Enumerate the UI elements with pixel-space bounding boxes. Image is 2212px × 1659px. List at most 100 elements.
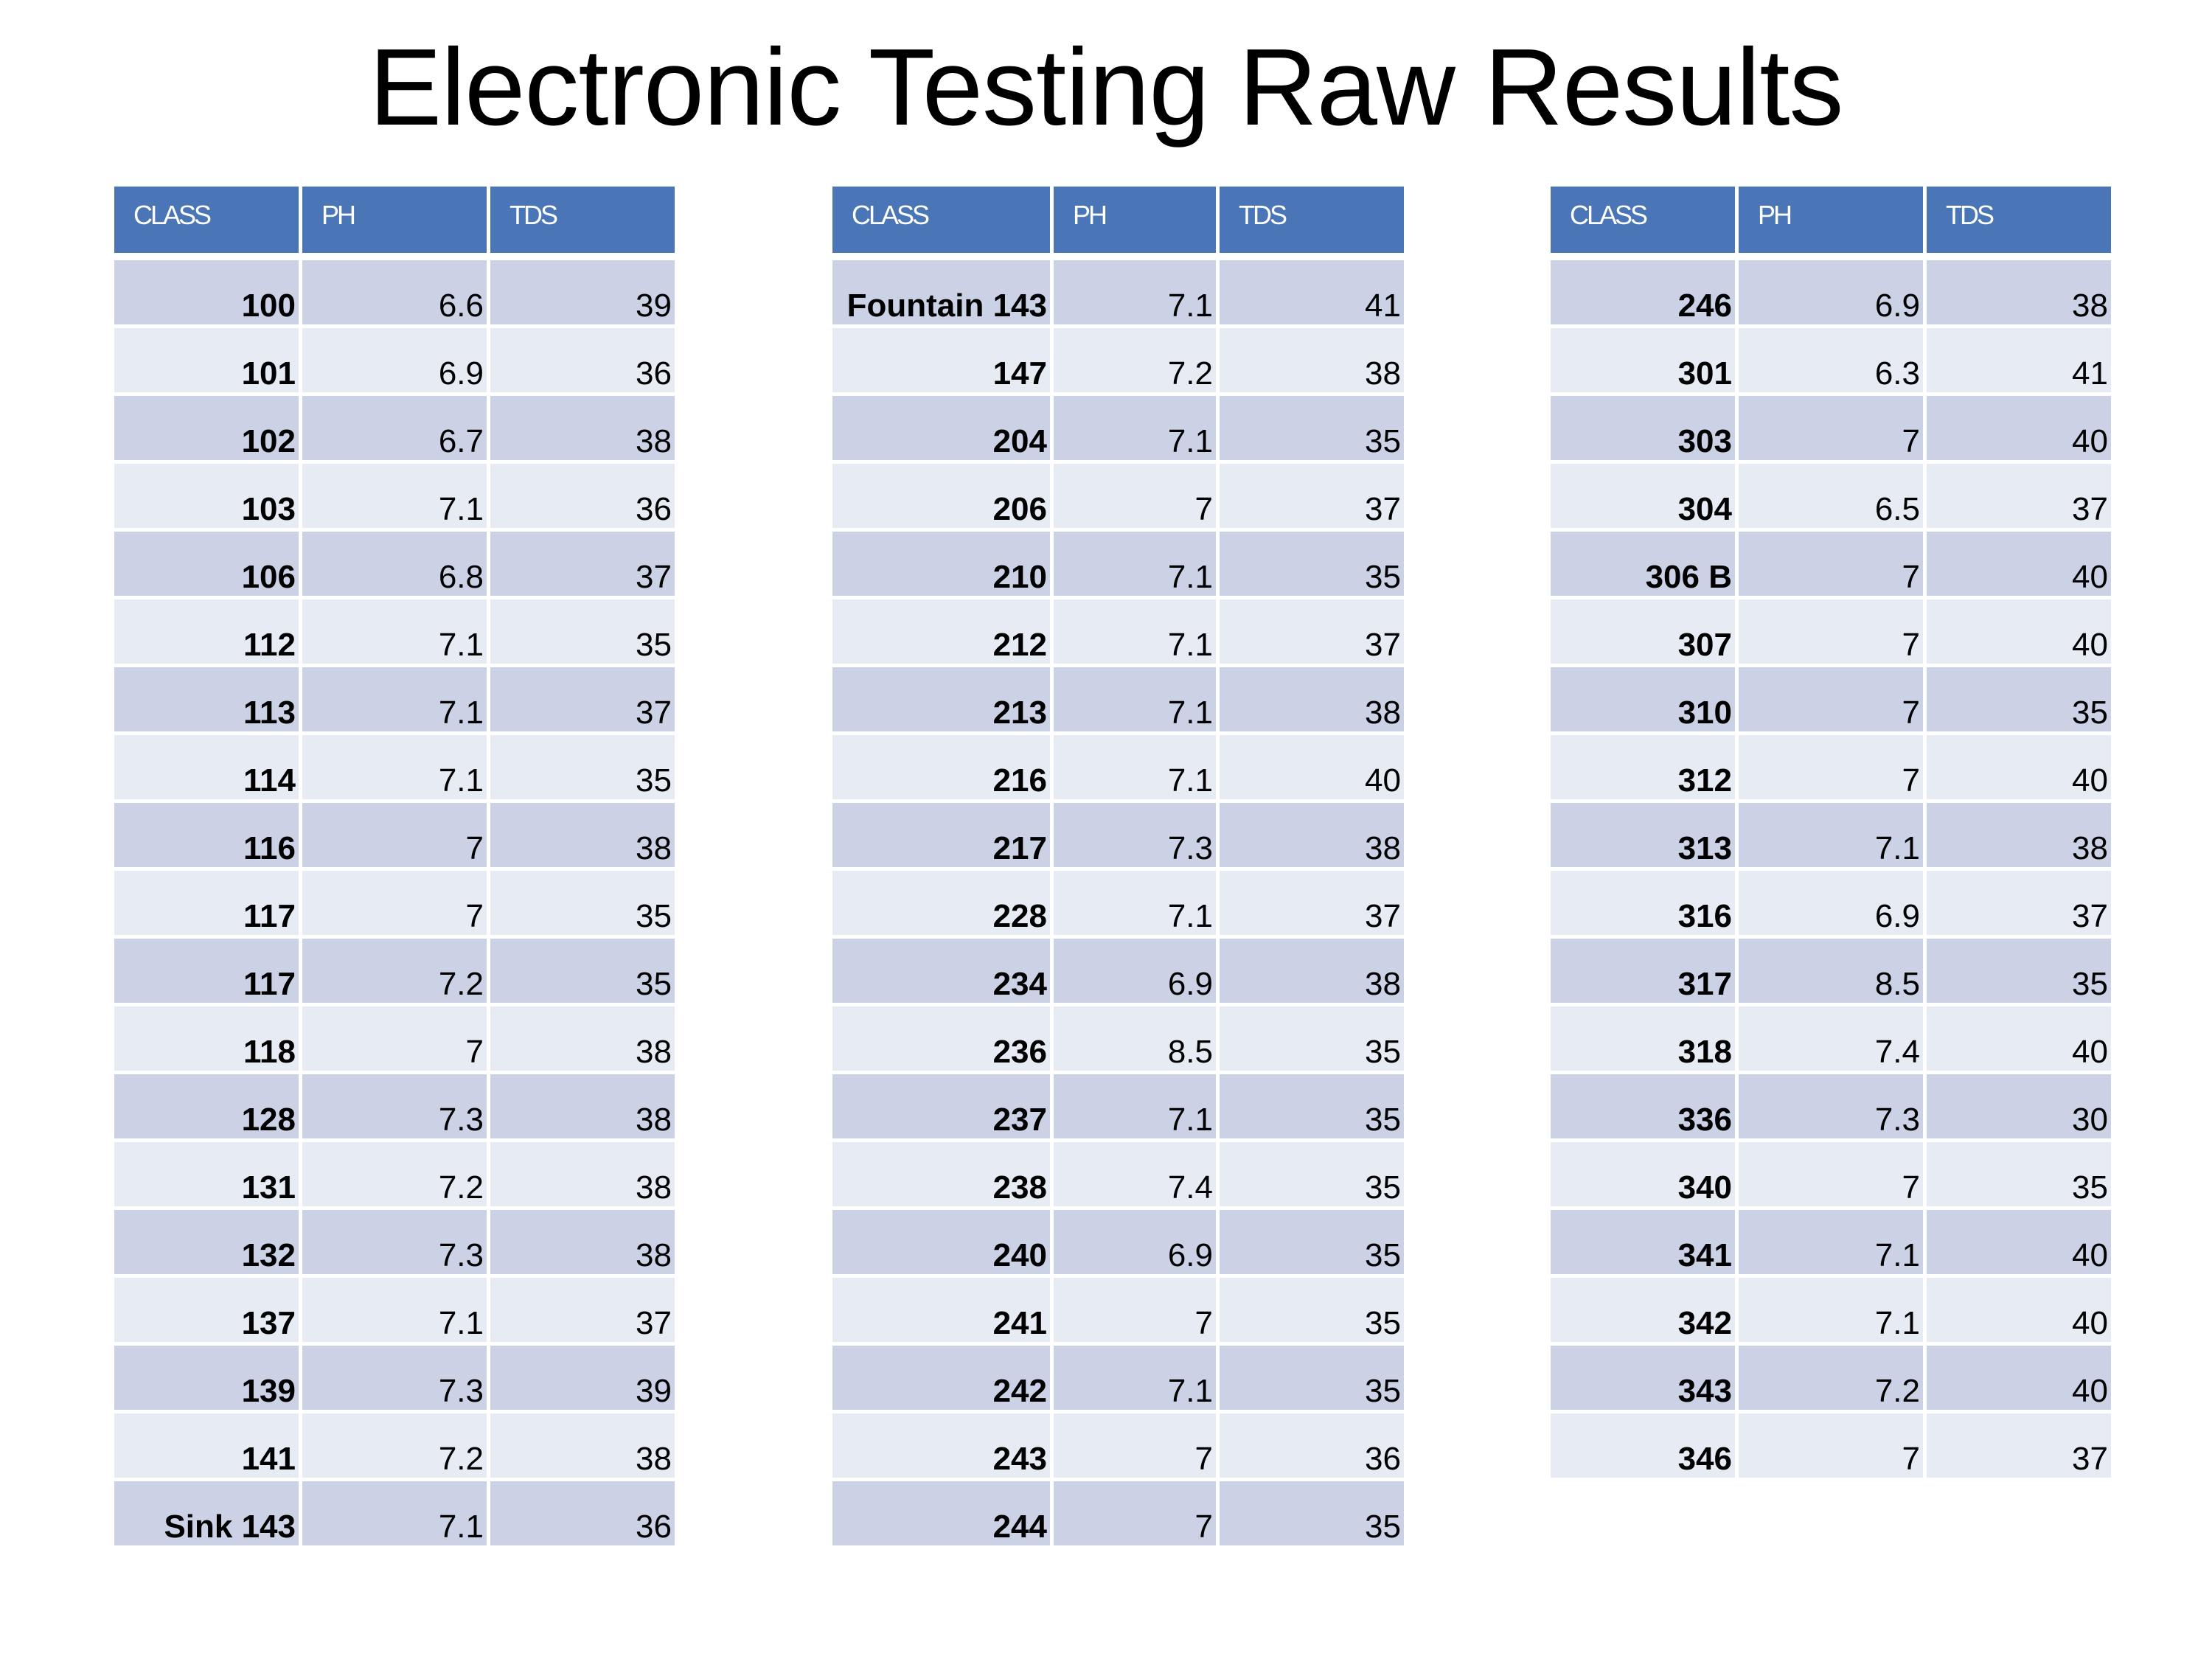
cell-ph: 7.1	[302, 599, 487, 667]
cell-ph: 7.1	[1054, 260, 1216, 328]
cell-ph: 8.5	[1739, 939, 1923, 1006]
table-row: 131 7.2 38	[114, 1142, 675, 1210]
cell-ph: 7	[1739, 1413, 1923, 1481]
cell-ph: 7.1	[302, 1278, 487, 1346]
cell-ph: 7.4	[1054, 1142, 1216, 1210]
cell-tds: 40	[1927, 735, 2111, 803]
cell-tds: 36	[490, 328, 675, 396]
cell-ph: 6.5	[1739, 464, 1923, 532]
cell-tds: 40	[1927, 1278, 2111, 1346]
cell-ph: 7.1	[1054, 532, 1216, 599]
cell-tds: 40	[1927, 599, 2111, 667]
cell-class: 237	[832, 1074, 1050, 1142]
header-spacer	[114, 253, 675, 260]
cell-class: 228	[832, 871, 1050, 939]
table-row: 206 7 37	[832, 464, 1404, 532]
cell-class: 304	[1551, 464, 1735, 532]
cell-ph: 7	[1054, 1278, 1216, 1346]
cell-class: 301	[1551, 328, 1735, 396]
header-row: CLASS PH TDS	[832, 187, 1404, 253]
table-row: 346 7 37	[1551, 1413, 2111, 1481]
results-table-2: CLASS PH TDS Fountain 143 7.1 41 147 7.2 38 20…	[829, 187, 1408, 1549]
cell-class: 102	[114, 396, 299, 464]
cell-tds: 40	[1927, 1006, 2111, 1074]
table-row: 106 6.8 37	[114, 532, 675, 599]
cell-ph: 7.4	[1739, 1006, 1923, 1074]
cell-tds: 38	[1927, 260, 2111, 328]
table-row: 313 7.1 38	[1551, 803, 2111, 871]
cell-ph: 6.9	[302, 328, 487, 396]
page-title: Electronic Testing Raw Results	[369, 27, 1843, 148]
cell-class: 141	[114, 1413, 299, 1481]
table-row: 128 7.3 38	[114, 1074, 675, 1142]
cell-ph: 7.2	[302, 1413, 487, 1481]
cell-ph: 7	[1739, 599, 1923, 667]
table-row: 116 7 38	[114, 803, 675, 871]
cell-class: 246	[1551, 260, 1735, 328]
cell-class: 244	[832, 1481, 1050, 1549]
table-row: 242 7.1 35	[832, 1346, 1404, 1413]
cell-tds: 38	[1927, 803, 2111, 871]
cell-class: 117	[114, 939, 299, 1006]
cell-ph: 8.5	[1054, 1006, 1216, 1074]
cell-ph: 7.2	[1739, 1346, 1923, 1413]
table-row: 114 7.1 35	[114, 735, 675, 803]
cell-ph: 7	[1739, 667, 1923, 735]
cell-class: 336	[1551, 1074, 1735, 1142]
cell-tds: 37	[1220, 871, 1404, 939]
cell-tds: 38	[490, 1413, 675, 1481]
spacer-cell	[1054, 253, 1216, 260]
cell-ph: 7	[1739, 1142, 1923, 1210]
cell-tds: 38	[490, 1142, 675, 1210]
cell-ph: 7	[1054, 1413, 1216, 1481]
table-row: 100 6.6 39	[114, 260, 675, 328]
table-row: 139 7.3 39	[114, 1346, 675, 1413]
cell-ph: 7.1	[1054, 396, 1216, 464]
table-row: 236 8.5 35	[832, 1006, 1404, 1074]
cell-ph: 7.3	[1054, 803, 1216, 871]
table-row: 316 6.9 37	[1551, 871, 2111, 939]
cell-class: 306 B	[1551, 532, 1735, 599]
table-row: 244 7 35	[832, 1481, 1404, 1549]
cell-tds: 36	[1220, 1413, 1404, 1481]
spacer-cell	[1551, 253, 1735, 260]
table-row: 306 B 7 40	[1551, 532, 2111, 599]
header-tds: TDS	[490, 187, 675, 253]
table-row: 246 6.9 38	[1551, 260, 2111, 328]
cell-tds: 35	[1220, 1278, 1404, 1346]
cell-ph: 7.1	[1054, 599, 1216, 667]
cell-class: 346	[1551, 1413, 1735, 1481]
cell-ph: 7.1	[1739, 1210, 1923, 1278]
cell-tds: 38	[490, 1210, 675, 1278]
cell-ph: 7.3	[302, 1074, 487, 1142]
cell-tds: 37	[490, 667, 675, 735]
cell-class: 242	[832, 1346, 1050, 1413]
cell-tds: 37	[1220, 599, 1404, 667]
cell-tds: 35	[1220, 532, 1404, 599]
header-row: CLASS PH TDS	[114, 187, 675, 253]
cell-tds: 37	[490, 532, 675, 599]
cell-ph: 6.9	[1054, 939, 1216, 1006]
cell-tds: 35	[490, 599, 675, 667]
cell-tds: 41	[1220, 260, 1404, 328]
header-ph: PH	[1054, 187, 1216, 253]
header-tds: TDS	[1220, 187, 1404, 253]
cell-tds: 40	[1927, 1346, 2111, 1413]
cell-tds: 37	[1220, 464, 1404, 532]
cell-ph: 7.1	[1739, 803, 1923, 871]
table-row: 112 7.1 35	[114, 599, 675, 667]
table-row: 101 6.9 36	[114, 328, 675, 396]
cell-class: 113	[114, 667, 299, 735]
table-row: 336 7.3 30	[1551, 1074, 2111, 1142]
cell-class: 234	[832, 939, 1050, 1006]
header-spacer	[832, 253, 1404, 260]
cell-class: 343	[1551, 1346, 1735, 1413]
header-row: CLASS PH TDS	[1551, 187, 2111, 253]
table-row: 132 7.3 38	[114, 1210, 675, 1278]
cell-ph: 7	[1054, 464, 1216, 532]
cell-class: 118	[114, 1006, 299, 1074]
cell-tds: 39	[490, 260, 675, 328]
table-row: 117 7 35	[114, 871, 675, 939]
table-row: 317 8.5 35	[1551, 939, 2111, 1006]
table-row: 102 6.7 38	[114, 396, 675, 464]
